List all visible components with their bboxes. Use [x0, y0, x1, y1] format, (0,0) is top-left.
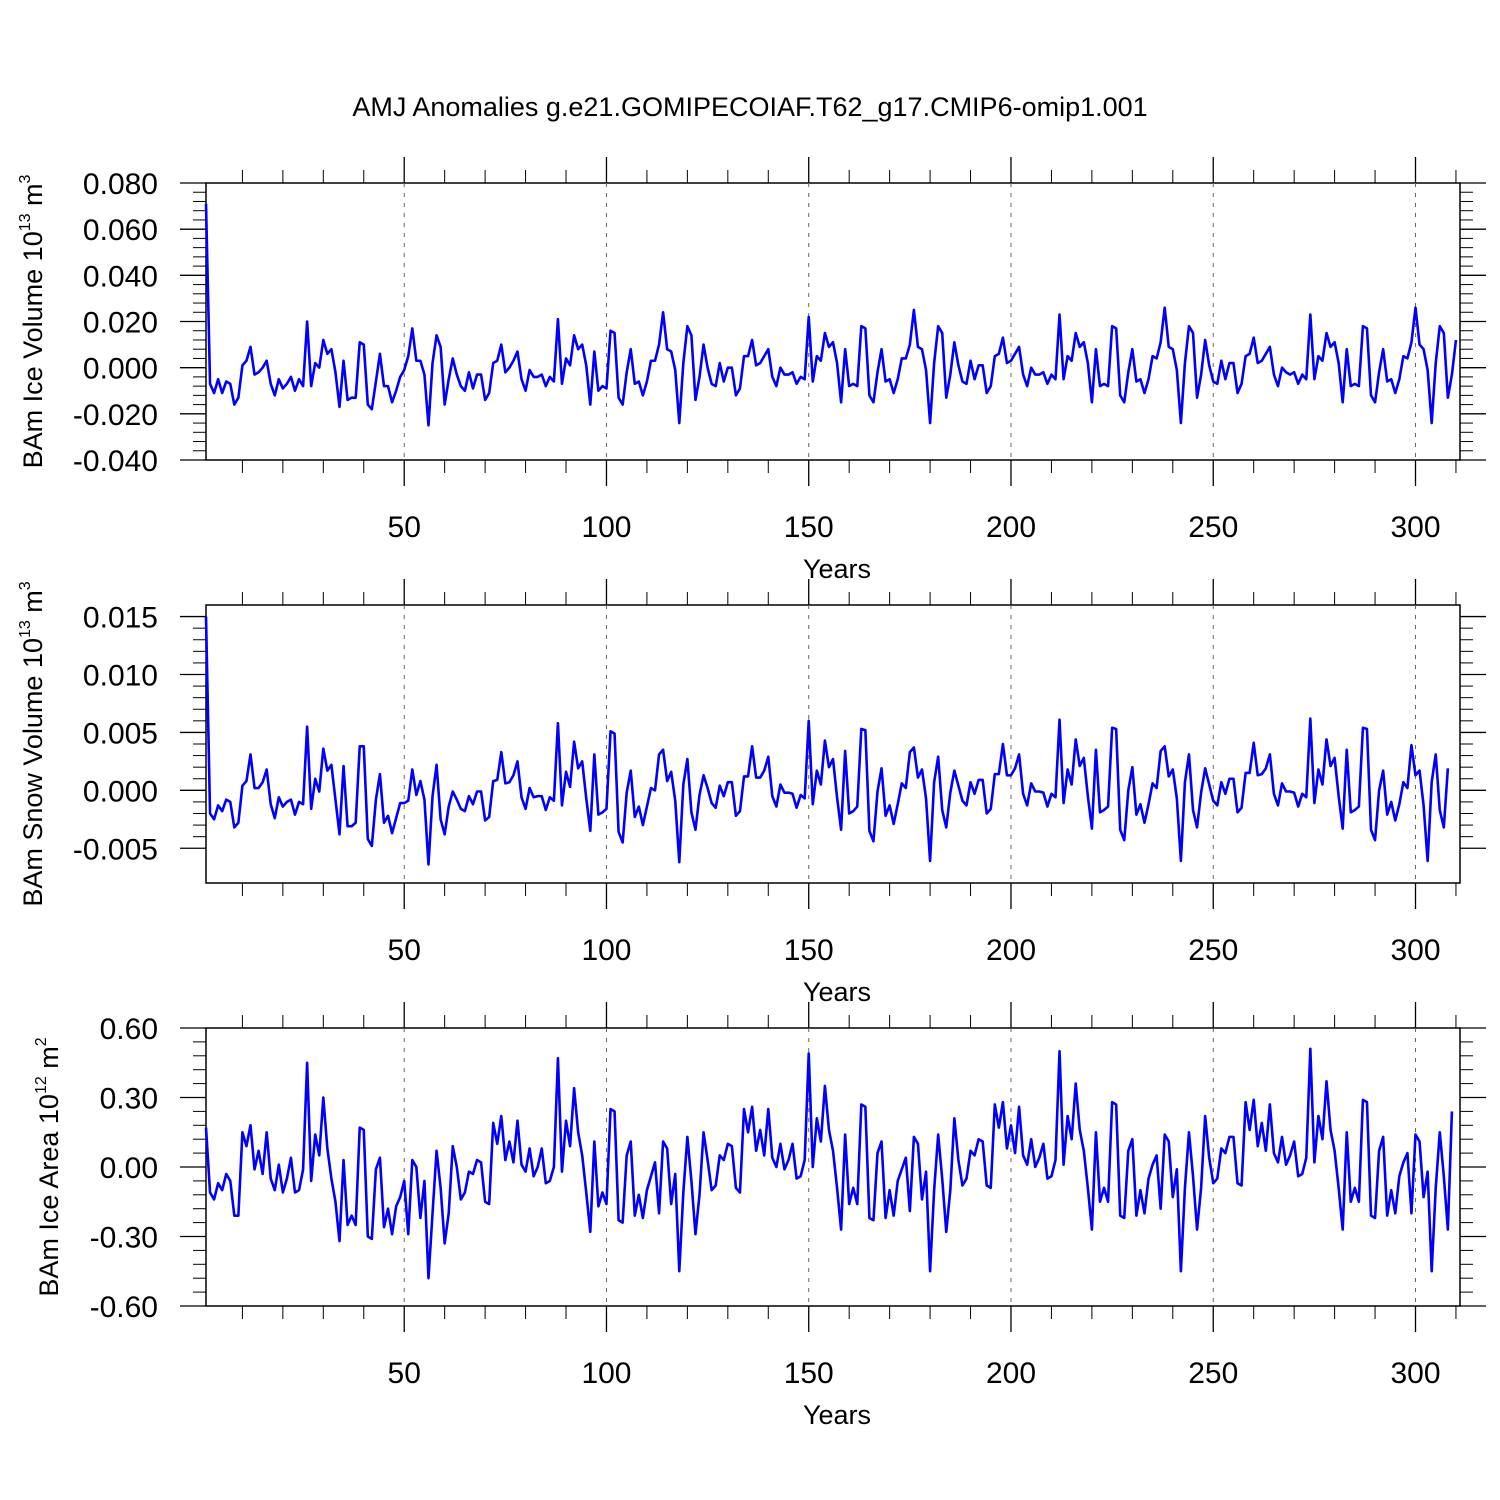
x-tick-label: 300	[1390, 1357, 1440, 1390]
y-axis-label-part: BAm Ice Volume 10	[18, 231, 48, 468]
y-tick-label: -0.60	[90, 1291, 158, 1324]
x-tick-label: 100	[581, 511, 631, 544]
x-tick-label: 100	[581, 934, 631, 967]
x-tick-label: 200	[986, 511, 1036, 544]
x-tick-label: 200	[986, 1357, 1036, 1390]
x-tick-label: 50	[388, 1357, 421, 1390]
y-axis-label-exponent: 3	[17, 174, 34, 183]
x-tick-label: 150	[784, 511, 834, 544]
y-axis-label: BAm Snow Volume 1013 m3	[17, 581, 48, 906]
x-tick-label: 250	[1188, 511, 1238, 544]
y-axis-label-exponent: 13	[17, 213, 34, 231]
y-tick-label: 0.000	[83, 353, 158, 386]
x-tick-label: 50	[388, 934, 421, 967]
y-tick-label: -0.020	[73, 399, 158, 432]
plot-frame	[205, 604, 1461, 884]
x-tick-label: 100	[581, 1357, 631, 1390]
series-line	[204, 203, 1458, 427]
x-tick-label: 300	[1390, 934, 1440, 967]
x-tick-label: 250	[1188, 934, 1238, 967]
y-axis-label-part: m	[18, 183, 48, 213]
x-tick-label: 250	[1188, 1357, 1238, 1390]
plot-frame	[205, 1027, 1461, 1307]
y-axis-label-exponent: 13	[17, 620, 34, 638]
y-tick-label: -0.040	[73, 445, 158, 478]
plot-frame	[205, 182, 1461, 461]
y-tick-label: 0.060	[83, 214, 158, 247]
x-axis-label: Years	[803, 977, 871, 1007]
y-axis-label-exponent: 12	[33, 1076, 50, 1094]
y-axis-label-part: m	[18, 590, 48, 620]
series-line	[204, 1047, 1454, 1280]
figure-title: AMJ Anomalies g.e21.GOMIPECOIAF.T62_g17.…	[352, 92, 1148, 122]
y-tick-label: 0.040	[83, 260, 158, 293]
y-tick-label: 0.015	[83, 602, 158, 635]
y-tick-label: 0.010	[83, 660, 158, 693]
panel-ice-volume: 50 100 150 200 250 300 -0.040 -0.020 0.000 0.020 0…	[17, 157, 1486, 584]
y-tick-label: -0.30	[90, 1222, 158, 1255]
x-tick-label: 300	[1390, 511, 1440, 544]
y-axis-label-part: BAm Ice Area 10	[34, 1094, 64, 1297]
y-tick-label: 0.020	[83, 307, 158, 340]
y-axis-label-part: BAm Snow Volume 10	[18, 638, 48, 907]
y-axis-label: BAm Ice Volume 1013 m3	[17, 174, 48, 468]
x-tick-label: 200	[986, 934, 1036, 967]
y-tick-label: 0.005	[83, 717, 158, 750]
x-tick-label: 50	[388, 511, 421, 544]
y-tick-label: 0.60	[100, 1013, 158, 1046]
y-tick-label: -0.005	[73, 833, 158, 866]
y-axis-label-part: m	[34, 1046, 64, 1076]
panel-snow-volume: 50 100 150 200 250 300 -0.005 0.000 0.005 0.010 0.…	[17, 579, 1486, 1007]
y-axis-label: BAm Ice Area 1012 m2	[33, 1037, 64, 1296]
y-tick-label: 0.00	[100, 1152, 158, 1185]
x-axis-label: Years	[803, 1400, 871, 1430]
x-tick-label: 150	[784, 1357, 834, 1390]
y-tick-label: 0.000	[83, 775, 158, 808]
y-tick-label: 0.080	[83, 168, 158, 201]
x-tick-label: 150	[784, 934, 834, 967]
y-axis-label-exponent: 2	[33, 1037, 50, 1046]
panel-ice-area: 50 100 150 200 250 300 -0.60 -0.30 0.00 0.30 0.60 Y…	[33, 1002, 1486, 1430]
series-line	[204, 616, 1450, 866]
y-axis-label-exponent: 3	[17, 581, 34, 590]
x-axis-label: Years	[803, 554, 871, 584]
y-tick-label: 0.30	[100, 1083, 158, 1116]
